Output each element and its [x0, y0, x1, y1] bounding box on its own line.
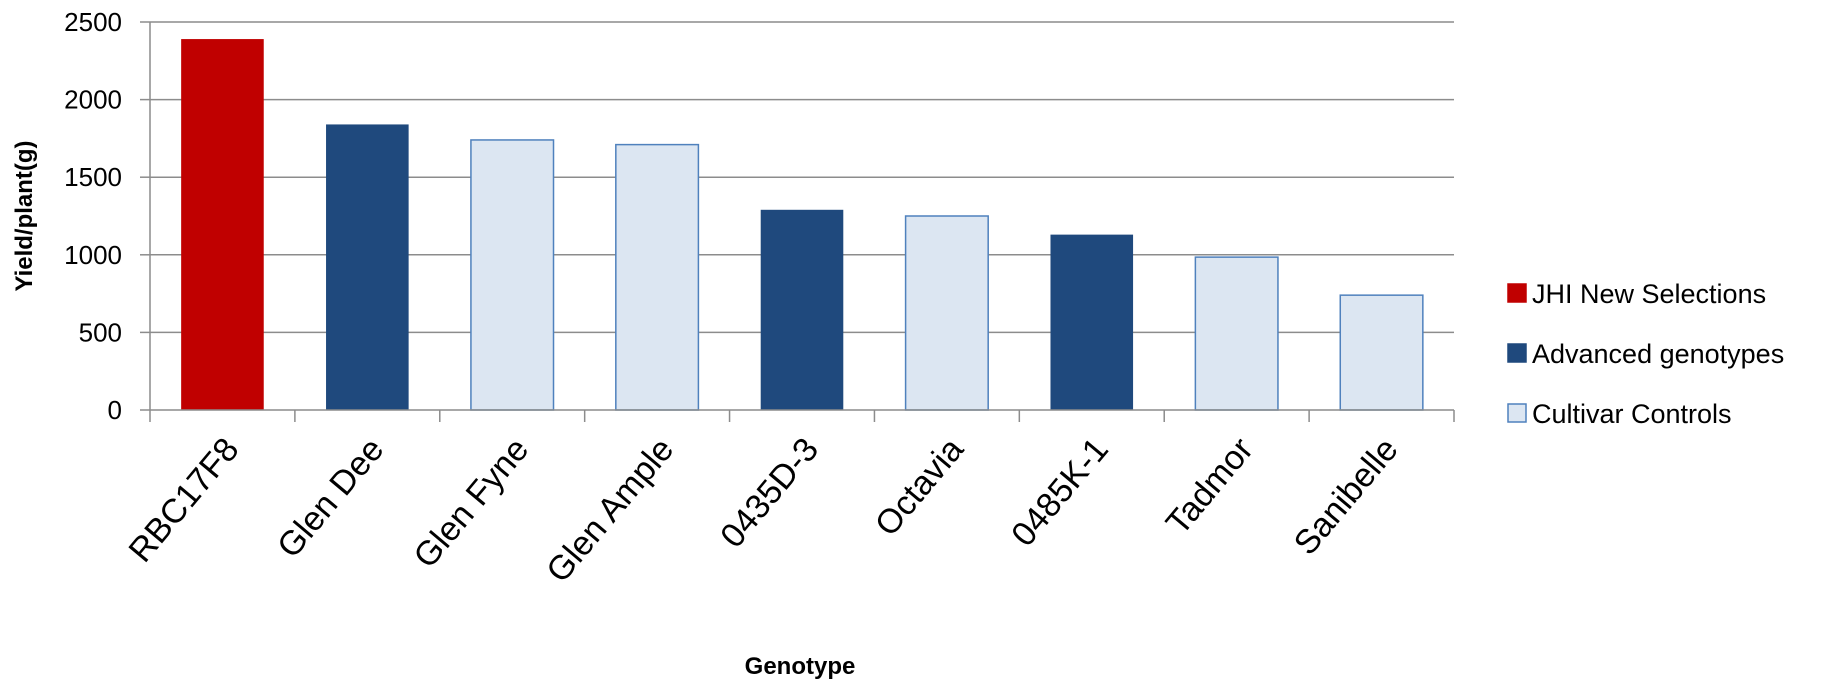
y-tick-label: 1000: [64, 240, 122, 270]
legend-swatch: [1507, 283, 1527, 303]
y-tick-label: 2500: [64, 7, 122, 37]
x-tick-label: Glen Dee: [270, 431, 391, 565]
x-tick-label: Glen Ample: [539, 431, 681, 590]
x-tick-label: Tadmor: [1159, 431, 1261, 542]
y-axis-title: Yield/plant(g): [11, 140, 38, 291]
legend-swatch: [1507, 343, 1527, 363]
y-tick-label: 500: [79, 317, 122, 347]
x-tick-label: 0435D-3: [713, 431, 826, 555]
x-tick-labels: RBC17F8 Glen Dee Glen Fyne Glen Ample 0435D-…: [122, 431, 1406, 590]
x-tick-label: 0485K-1: [1004, 431, 1116, 554]
x-tick-label: RBC17F8: [122, 431, 247, 570]
bar-tadmor: [1194, 256, 1279, 411]
y-tick-label: 0: [108, 395, 122, 425]
bar-octavia: [904, 215, 989, 411]
bar-glen-fyne: [470, 139, 555, 411]
legend-label: Advanced genotypes: [1532, 339, 1784, 369]
bar-sanibelle: [1339, 294, 1424, 411]
y-tick-labels: 0 500 1000 1500 2000 2500: [64, 7, 122, 425]
bar-0485k-1: [1050, 234, 1134, 410]
x-tick-label: Octavia: [868, 431, 971, 544]
x-tick-label: Glen Fyne: [406, 431, 536, 576]
legend: JHI New Selections Advanced genotypes Cult…: [1507, 279, 1784, 429]
axes: [140, 21, 1455, 422]
legend-label: Cultivar Controls: [1532, 399, 1732, 429]
bar-rbc17f8: [181, 39, 264, 411]
bars: [181, 39, 1424, 411]
y-tick-label: 1500: [64, 162, 122, 192]
legend-swatch: [1507, 403, 1527, 423]
legend-label: JHI New Selections: [1532, 279, 1766, 309]
bar-glen-ample: [615, 143, 700, 411]
bar-0435d-3: [760, 209, 844, 410]
x-axis-title: Genotype: [745, 653, 856, 680]
bar-glen-dee: [326, 124, 409, 410]
y-tick-label: 2000: [64, 85, 122, 115]
x-tick-label: Sanibelle: [1287, 431, 1406, 563]
